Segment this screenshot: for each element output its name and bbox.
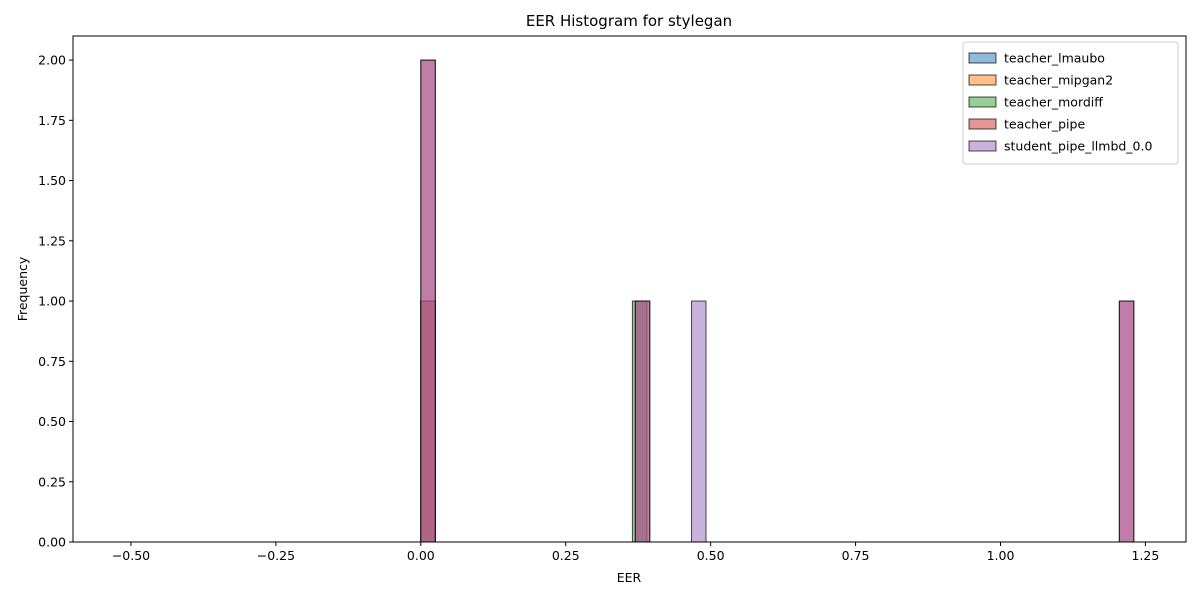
legend: teacher_lmaubo teacher_mipgan2 teacher_mor… [962,41,1179,165]
x-tick-label: 1.00 [987,548,1015,563]
y-tick-label: 2.00 [38,53,66,68]
y-tick-label: 1.50 [38,173,66,188]
plot-frame [72,35,1187,543]
y-tick-label: 1.00 [38,294,66,309]
chart-title: EER Histogram for stylegan [526,12,732,30]
legend-swatch [968,96,997,108]
y-tick-label: 0.00 [38,535,66,550]
y-axis-ticks: 0.00 0.25 0.50 0.75 1.00 1.25 1.50 1.75 2.00 [38,53,73,550]
y-tick-label: 0.50 [38,414,66,429]
y-axis-label: Frequency [15,256,30,321]
x-tick-label: −0.25 [257,548,295,563]
x-tick-label: 0.75 [842,548,870,563]
y-tick-label: 0.75 [38,354,66,369]
x-tick-label: 0.25 [552,548,580,563]
legend-swatch [968,52,997,64]
legend-entry: teacher_lmaubo [1004,51,1105,66]
bar-student-pipe-llmbd-0-0-0 [420,59,436,543]
legend-entry: student_pipe_llmbd_0.0 [1004,139,1152,154]
x-tick-label: 0.50 [697,548,725,563]
legend-entry: teacher_mordiff [1004,95,1103,110]
legend-frame [962,41,1179,165]
x-tick-label: −0.50 [112,548,150,563]
y-tick-label: 1.25 [38,233,66,248]
bars-group [420,59,1135,543]
x-tick-label: 0.00 [407,548,435,563]
x-axis-ticks: −0.50 −0.25 0.00 0.25 0.50 0.75 1.00 1.25 [112,542,1160,563]
bar-student-pipe-llmbd-0-0-3 [1118,300,1135,543]
bar-student-pipe-llmbd-0-0-1 [634,300,651,543]
legend-swatch [968,140,997,152]
x-tick-label: 1.25 [1132,548,1160,563]
legend-entry: teacher_pipe [1004,117,1085,132]
y-tick-label: 1.75 [38,113,66,128]
y-tick-label: 0.25 [38,474,66,489]
x-axis-label: EER [617,570,642,585]
legend-swatch [968,118,997,130]
legend-swatch [968,74,997,86]
bar-student-pipe-llmbd-0-0-2 [691,300,707,543]
legend-entry: teacher_mipgan2 [1004,73,1113,88]
